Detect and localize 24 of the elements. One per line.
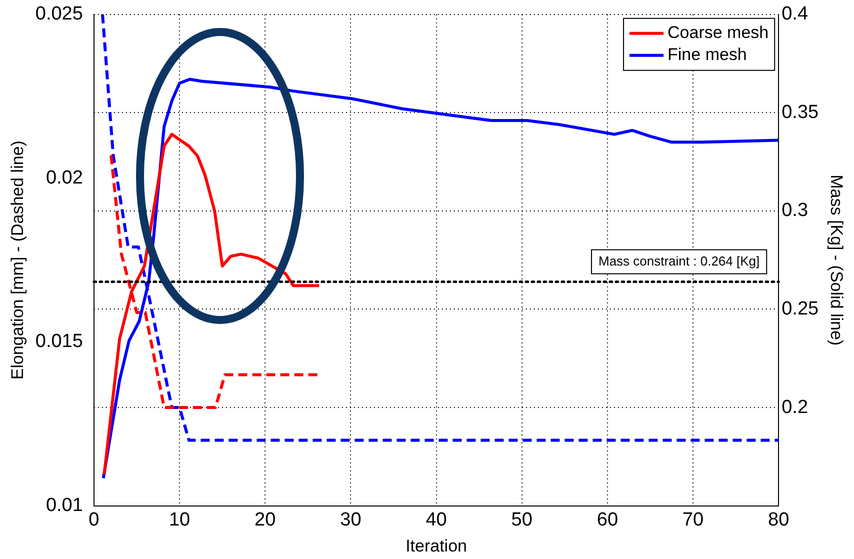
y2-axis-title: Mass [Kg] - (Solid line) — [827, 174, 846, 346]
y-axis-title: Elongation [mm] - (Dashed line) — [8, 140, 27, 380]
y2-tick-label: 0.35 — [782, 102, 819, 123]
legend-label: Fine mesh — [668, 45, 747, 64]
x-axis-title: Iteration — [406, 536, 467, 556]
x-tick-label: 70 — [682, 509, 704, 530]
x-tick-label: 40 — [426, 509, 447, 530]
x-tick-label: 30 — [340, 509, 362, 530]
x-tick-label: 0 — [88, 509, 100, 530]
y2-tick-label: 0.25 — [782, 298, 819, 320]
y-tick-label: 0.01 — [46, 495, 83, 516]
y2-tick-label: 0.3 — [782, 200, 808, 222]
x-tick-label: 10 — [168, 509, 190, 530]
y-tick-label: 0.015 — [35, 331, 83, 352]
legend-label: Coarse mesh — [668, 23, 769, 42]
ref-line-label: Mass constraint : 0.264 [Kg] — [598, 253, 760, 268]
y-tick-label: 0.025 — [35, 4, 83, 25]
x-tick-label: 20 — [254, 509, 276, 530]
y2-tick-label: 0.4 — [782, 4, 808, 25]
x-tick-label: 80 — [768, 509, 790, 530]
x-tick-label: 50 — [511, 509, 532, 530]
y2-tick-label: 0.2 — [782, 396, 808, 418]
y-tick-label: 0.02 — [46, 167, 83, 188]
x-tick-label: 60 — [596, 509, 618, 530]
